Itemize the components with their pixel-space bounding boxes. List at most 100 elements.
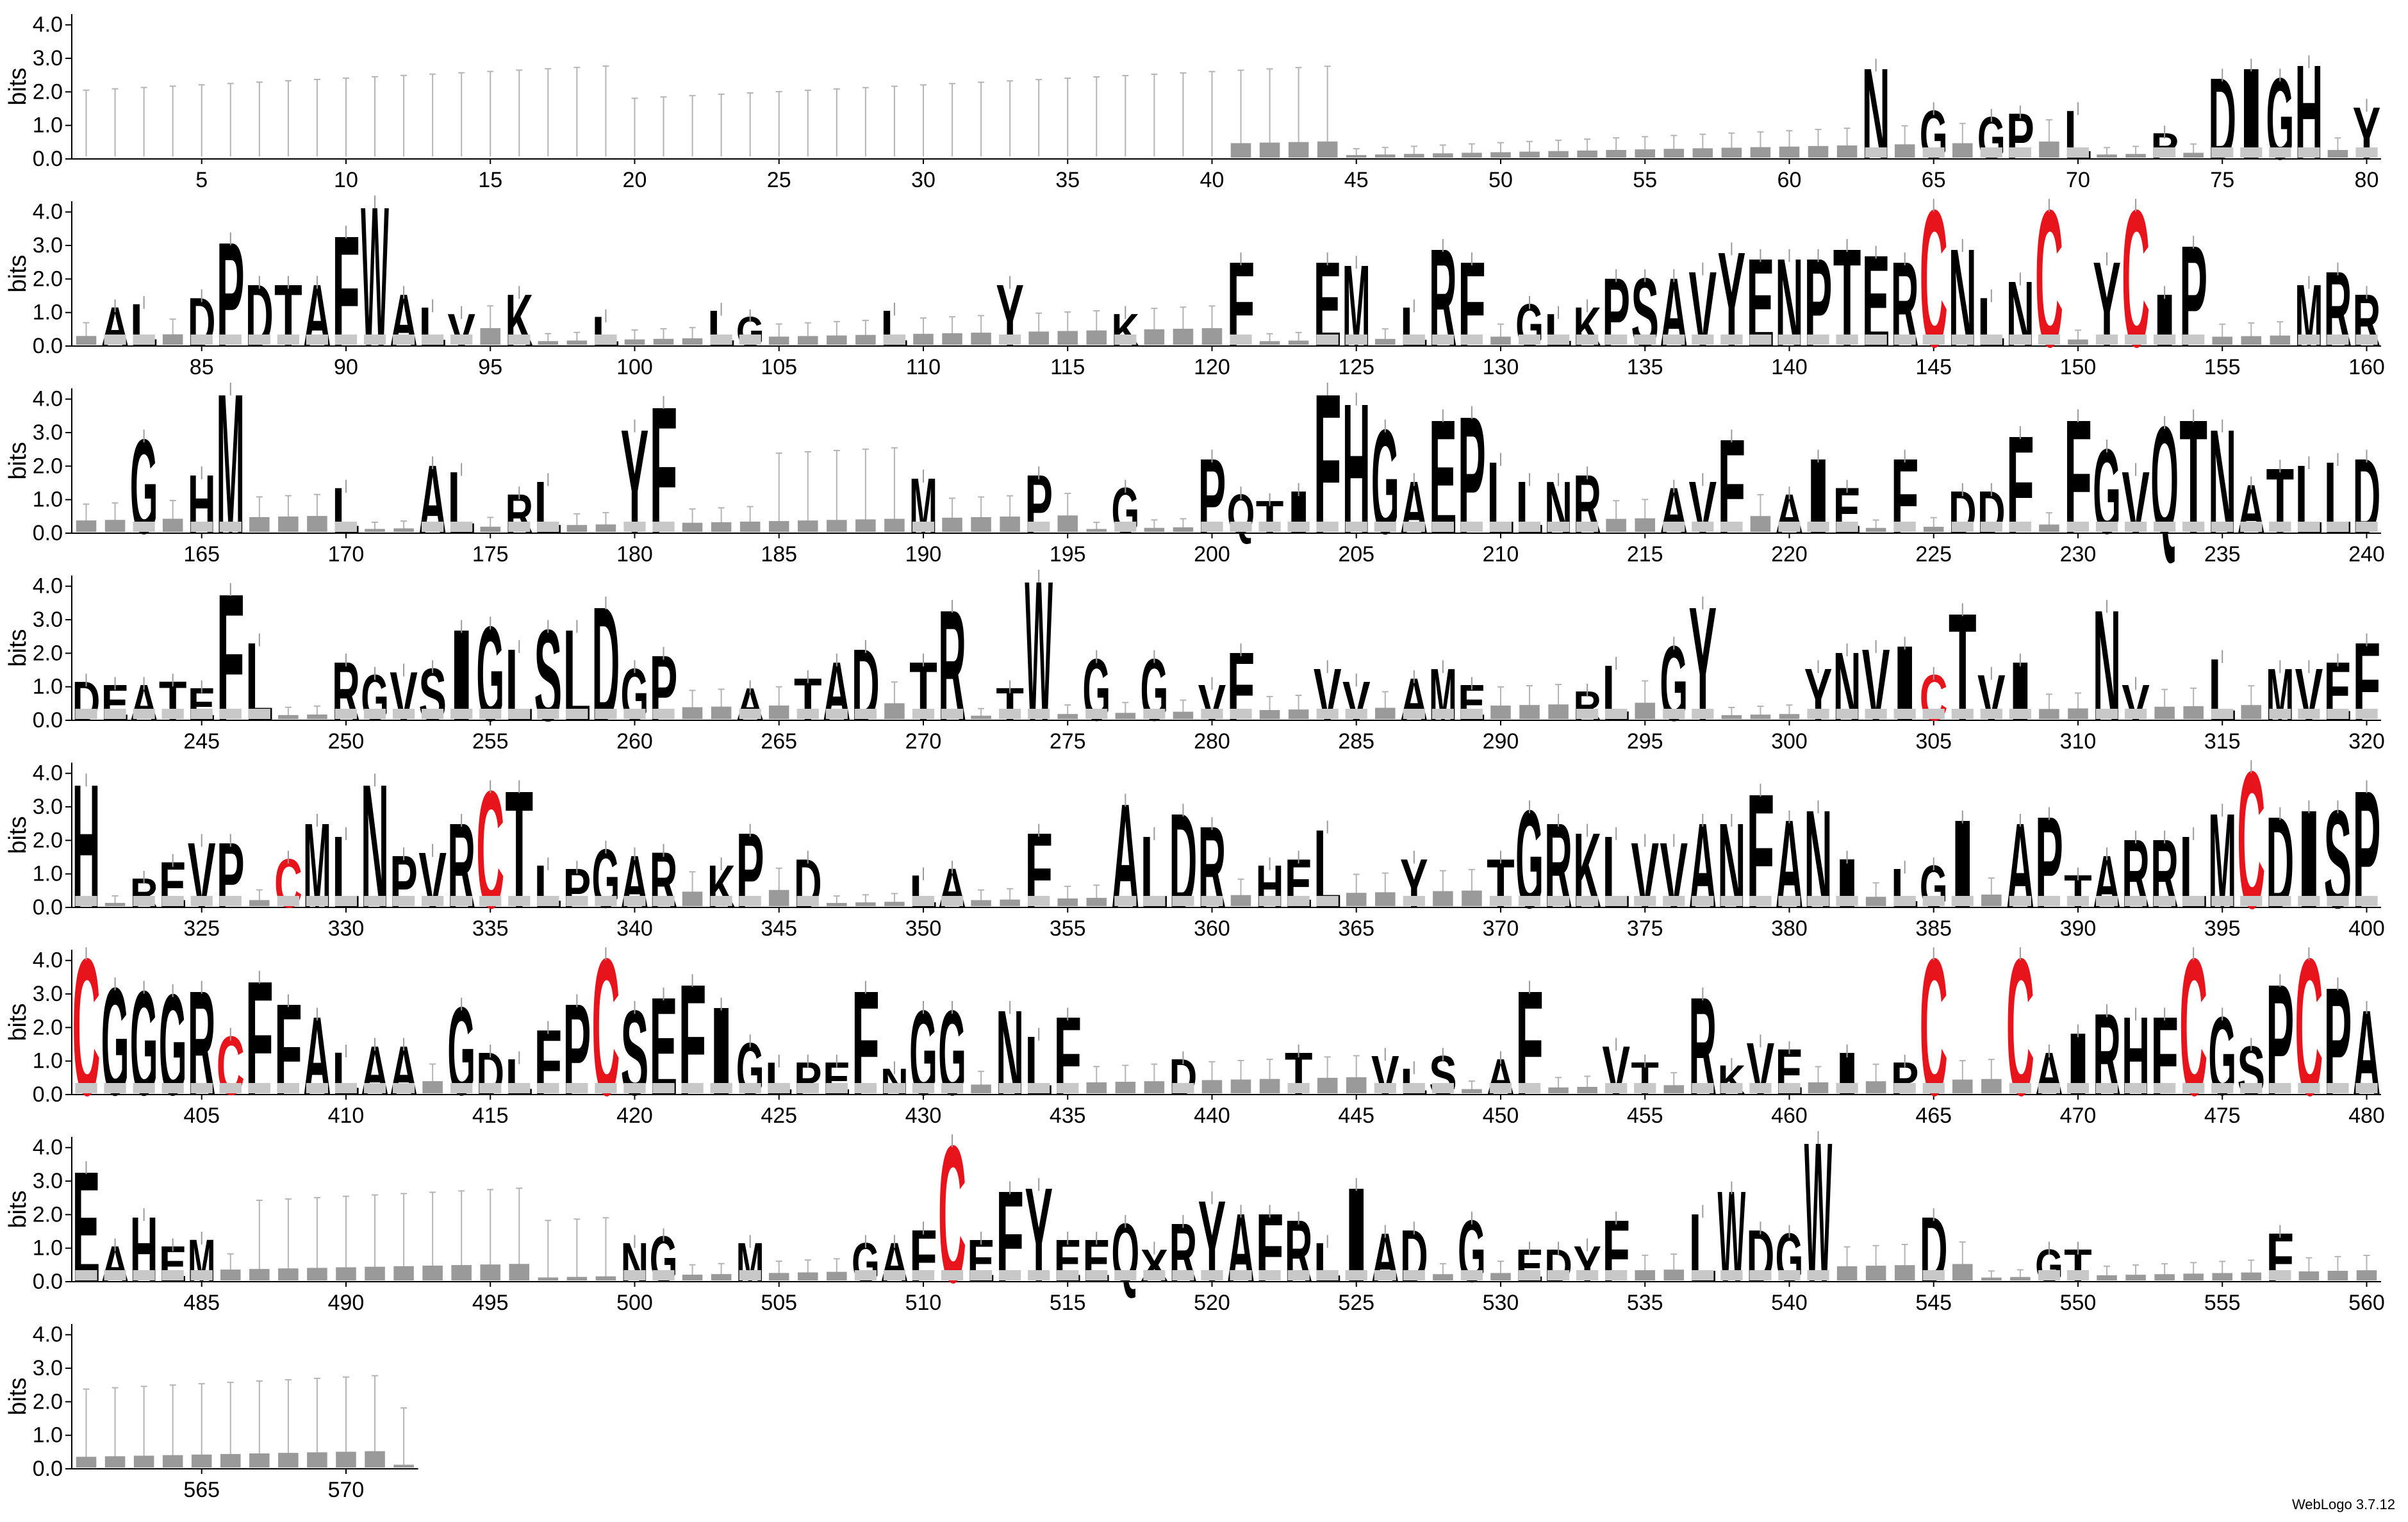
- minor-residue-stack: [912, 1083, 935, 1093]
- minor-residue-stack: [652, 709, 675, 719]
- x-tick-label: 135: [1627, 355, 1663, 379]
- y-tick-label: 3.0: [33, 1169, 63, 1193]
- x-tick-label: 435: [1050, 1104, 1086, 1128]
- minor-residue-stack: [336, 1267, 356, 1280]
- minor-residue-stack: [306, 335, 329, 345]
- x-tick-label: 150: [2060, 355, 2097, 379]
- minor-residue-stack: [1893, 896, 1916, 906]
- minor-residue-stack: [1462, 153, 1482, 158]
- x-tick-label: 465: [1915, 1104, 1952, 1128]
- minor-residue-stack: [623, 1270, 646, 1280]
- minor-residue-stack: [1346, 893, 1367, 906]
- minor-residue-stack: [1375, 338, 1396, 345]
- y-tick-label: 1.0: [33, 1423, 63, 1448]
- y-tick-label: 0.0: [33, 1270, 63, 1294]
- y-tick-label: 4.0: [33, 387, 63, 411]
- minor-residue-stack: [1287, 1270, 1310, 1280]
- minor-residue-stack: [1922, 147, 1945, 158]
- minor-residue-stack: [1114, 335, 1137, 345]
- minor-residue-stack: [2095, 522, 2118, 532]
- minor-residue-stack: [1576, 1270, 1599, 1280]
- minor-residue-stack: [1808, 145, 1829, 158]
- x-tick-label: 350: [905, 916, 942, 941]
- minor-residue-stack: [2270, 335, 2291, 345]
- minor-residue-stack: [1057, 898, 1078, 906]
- minor-residue-stack: [1721, 715, 1742, 719]
- minor-residue-stack: [249, 1269, 270, 1280]
- minor-residue-stack: [798, 1272, 818, 1280]
- x-tick-label: 195: [1050, 542, 1086, 567]
- y-tick-label: 3.0: [33, 1356, 63, 1380]
- minor-residue-stack: [1288, 709, 1309, 719]
- y-tick-label: 2.0: [33, 828, 63, 852]
- minor-residue-stack: [2327, 522, 2349, 532]
- minor-residue-stack: [942, 517, 962, 532]
- x-tick-label: 90: [334, 355, 358, 379]
- y-axis-label: bits: [4, 1190, 31, 1228]
- minor-residue-stack: [1692, 896, 1714, 906]
- minor-residue-stack: [566, 1277, 588, 1280]
- minor-residue-stack: [1230, 895, 1251, 906]
- minor-residue-stack: [133, 335, 155, 345]
- minor-residue-stack: [1980, 147, 2002, 158]
- minor-residue-stack: [508, 1083, 531, 1093]
- x-tick-label: 165: [183, 542, 220, 567]
- minor-residue-stack: [595, 1276, 616, 1280]
- minor-residue-stack: [249, 517, 270, 532]
- x-tick-label: 125: [1338, 355, 1374, 379]
- x-tick-label: 220: [1771, 542, 1808, 567]
- minor-residue-stack: [1634, 335, 1656, 345]
- minor-residue-stack: [2095, 896, 2118, 906]
- minor-residue-stack: [912, 522, 935, 532]
- minor-residue-stack: [2124, 896, 2147, 906]
- minor-residue-stack: [161, 896, 184, 906]
- y-tick-label: 4.0: [33, 1136, 63, 1160]
- minor-residue-stack: [2154, 335, 2176, 345]
- minor-residue-stack: [884, 902, 905, 906]
- minor-residue-stack: [1316, 1270, 1339, 1280]
- minor-residue-stack: [1836, 709, 1858, 719]
- minor-residue-stack: [854, 1270, 877, 1280]
- x-tick-label: 130: [1483, 355, 1519, 379]
- minor-residue-stack: [1865, 897, 1886, 906]
- minor-residue-stack: [2097, 154, 2117, 158]
- minor-residue-stack: [219, 896, 242, 906]
- minor-residue-stack: [1923, 526, 1944, 532]
- minor-residue-stack: [133, 522, 155, 532]
- minor-residue-stack: [884, 518, 905, 532]
- minor-residue-stack: [711, 706, 732, 719]
- y-tick-label: 0.0: [33, 708, 63, 732]
- minor-residue-stack: [1980, 709, 2002, 719]
- x-tick-label: 360: [1194, 916, 1230, 941]
- minor-residue-stack: [682, 1275, 703, 1280]
- x-tick-label: 30: [911, 168, 936, 192]
- minor-residue-stack: [1634, 1083, 1656, 1093]
- x-tick-label: 185: [761, 542, 797, 567]
- minor-residue-stack: [1316, 896, 1339, 906]
- minor-residue-stack: [1750, 147, 1771, 158]
- minor-residue-stack: [1259, 709, 1280, 719]
- y-tick-label: 0.0: [33, 334, 63, 358]
- minor-residue-stack: [1403, 1083, 1425, 1093]
- minor-residue-stack: [2154, 1083, 2176, 1093]
- minor-residue-stack: [1490, 1273, 1511, 1280]
- x-tick-label: 10: [334, 168, 358, 192]
- x-tick-label: 485: [183, 1291, 220, 1315]
- minor-residue-stack: [1720, 1083, 1743, 1093]
- x-tick-label: 5: [195, 168, 208, 192]
- minor-residue-stack: [1143, 1270, 1166, 1280]
- minor-residue-stack: [1836, 1266, 1858, 1280]
- minor-residue-stack: [1404, 154, 1424, 158]
- y-tick-label: 1.0: [33, 862, 63, 886]
- minor-residue-stack: [161, 709, 184, 719]
- minor-residue-stack: [1000, 517, 1020, 532]
- y-tick-label: 4.0: [33, 761, 63, 786]
- minor-residue-stack: [623, 1083, 646, 1093]
- minor-residue-stack: [827, 335, 847, 345]
- minor-residue-stack: [2327, 1083, 2349, 1093]
- minor-residue-stack: [190, 522, 213, 532]
- minor-residue-stack: [2039, 524, 2059, 532]
- minor-residue-stack: [1490, 152, 1511, 158]
- x-tick-label: 460: [1771, 1104, 1808, 1128]
